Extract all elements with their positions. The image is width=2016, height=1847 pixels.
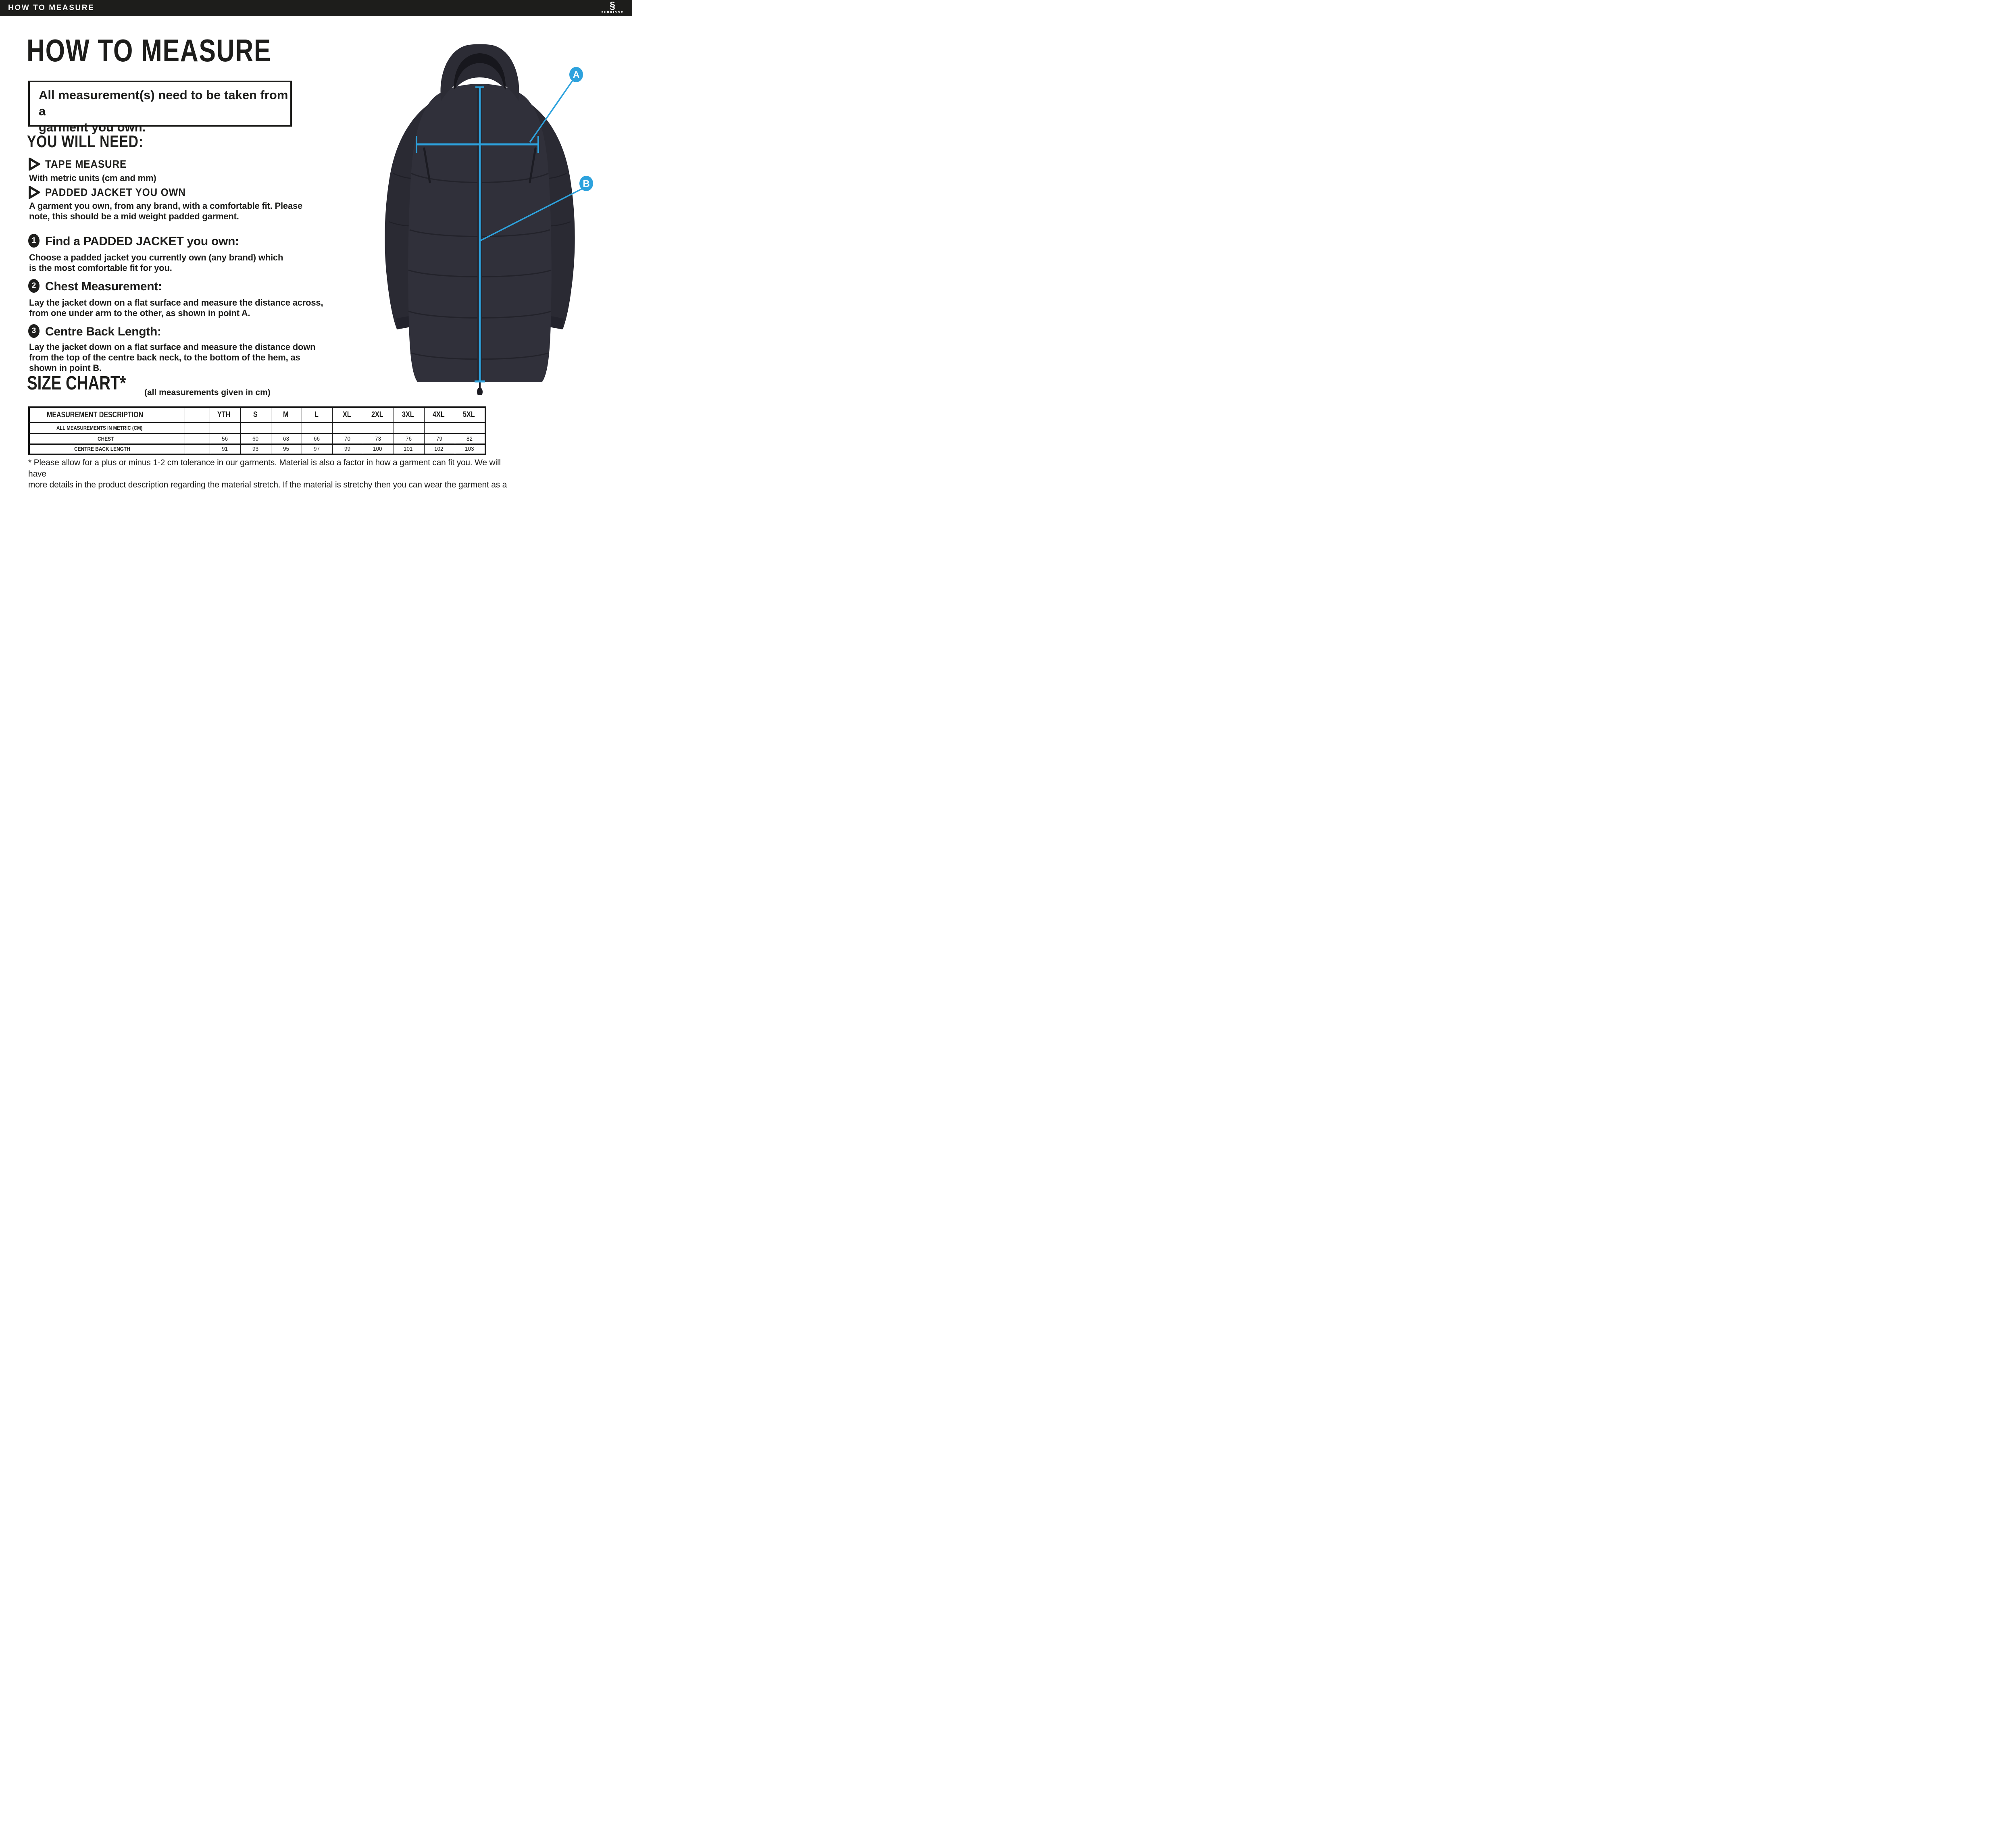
value-cell: 91 bbox=[209, 444, 240, 454]
size-chart-table: MEASUREMENT DESCRIPTION YTH S M L XL 2XL 3XL 4XL… bbox=[28, 406, 486, 455]
table-header-row: MEASUREMENT DESCRIPTION YTH S M L XL 2XL 3XL 4XL… bbox=[29, 406, 485, 423]
notice-box: All measurement(s) need to be taken from… bbox=[28, 81, 292, 134]
step-1-number: 1 bbox=[28, 234, 40, 248]
need-item-padded-jacket-desc: A garment you own, from any brand, with … bbox=[29, 201, 303, 221]
how-to-measure-page: HOW TO MEASURE § SURRIDGE HOW TO MEASURE… bbox=[0, 0, 632, 490]
jacket-zip-puller bbox=[477, 387, 483, 395]
jacket-pocket-right bbox=[529, 147, 537, 183]
value-cell: 97 bbox=[301, 444, 332, 454]
value-cell: 99 bbox=[332, 444, 363, 454]
label-b-circle bbox=[579, 176, 593, 191]
need-item-tape-measure-desc: With metric units (cm and mm) bbox=[29, 173, 156, 183]
step-3-number: 3 bbox=[28, 324, 40, 338]
value-cell bbox=[184, 422, 210, 434]
size-chart-table-wrap: MEASUREMENT DESCRIPTION YTH S M L XL 2XL 3XL 4XL… bbox=[28, 406, 486, 455]
value-cell: 66 bbox=[301, 433, 332, 444]
table-row: CENTRE BACK LENGTH 91 93 95 97 99 100 101 102 103 bbox=[29, 444, 485, 454]
step-1-heading: Find a PADDED JACKET you own: bbox=[45, 235, 239, 248]
measurement-overlay bbox=[416, 80, 583, 383]
need-item-tape-measure: TAPE MEASURE bbox=[45, 158, 127, 170]
leader-line-a bbox=[529, 80, 573, 143]
col-header-size: 5XL bbox=[454, 406, 485, 423]
value-cell: 63 bbox=[271, 433, 302, 444]
value-cell: 102 bbox=[424, 444, 455, 454]
value-cell: 73 bbox=[362, 433, 394, 444]
value-cell: 60 bbox=[240, 433, 271, 444]
notice-text: All measurement(s) need to be taken from… bbox=[39, 88, 288, 134]
step-2-heading: Chest Measurement: bbox=[45, 280, 162, 293]
jacket-hood bbox=[440, 44, 519, 101]
value-cell bbox=[424, 422, 455, 434]
value-cell bbox=[393, 422, 424, 434]
top-bar-title: HOW TO MEASURE bbox=[8, 4, 95, 12]
step-2-number: 2 bbox=[28, 279, 40, 293]
col-header-size: L bbox=[301, 406, 332, 423]
col-header-size bbox=[184, 406, 210, 423]
triangle-bullet-icon bbox=[29, 158, 40, 171]
jacket-measurement-diagram: A B bbox=[385, 44, 593, 395]
you-will-need-heading: YOU WILL NEED: bbox=[27, 132, 144, 151]
value-cell: 93 bbox=[240, 444, 271, 454]
value-cell bbox=[209, 422, 240, 434]
value-cell: 101 bbox=[393, 444, 424, 454]
col-header-size: 4XL bbox=[424, 406, 455, 423]
need-item-padded-jacket: PADDED JACKET YOU OWN bbox=[45, 186, 186, 198]
step-2-body: Lay the jacket down on a flat surface an… bbox=[29, 298, 323, 318]
top-bar: HOW TO MEASURE § SURRIDGE bbox=[0, 0, 632, 16]
col-header-size: XL bbox=[332, 406, 363, 423]
surridge-double-s-icon: § bbox=[610, 0, 615, 11]
jacket-pocket-left bbox=[423, 147, 431, 183]
row-label-cell: CENTRE BACK LENGTH bbox=[29, 444, 185, 454]
table-row: ALL MEASUREMENTS IN METRIC (CM) bbox=[29, 422, 485, 434]
value-cell bbox=[332, 422, 363, 434]
step-3-body: Lay the jacket down on a flat surface an… bbox=[29, 342, 316, 373]
value-cell: 82 bbox=[454, 433, 485, 444]
value-cell bbox=[240, 422, 271, 434]
label-a: A bbox=[573, 70, 579, 81]
col-header-size: S bbox=[240, 406, 271, 423]
step-3-heading: Centre Back Length: bbox=[45, 325, 161, 338]
col-header-size: 2XL bbox=[362, 406, 394, 423]
col-header-size: 3XL bbox=[393, 406, 424, 423]
surridge-logo-text: SURRIDGE bbox=[601, 10, 624, 14]
value-cell: 100 bbox=[362, 444, 394, 454]
value-cell: 76 bbox=[393, 433, 424, 444]
label-b: B bbox=[583, 179, 589, 189]
value-cell bbox=[362, 422, 394, 434]
value-cell: 103 bbox=[454, 444, 485, 454]
value-cell: 79 bbox=[424, 433, 455, 444]
value-cell bbox=[184, 444, 210, 454]
value-cell bbox=[454, 422, 485, 434]
value-cell: 70 bbox=[332, 433, 363, 444]
row-label-cell: ALL MEASUREMENTS IN METRIC (CM) bbox=[29, 422, 185, 434]
size-chart-heading: SIZE CHART* bbox=[27, 373, 126, 394]
col-header-size: M bbox=[271, 406, 302, 423]
value-cell bbox=[184, 433, 210, 444]
footnote-text: * Please allow for a plus or minus 1-2 c… bbox=[28, 458, 507, 489]
value-cell bbox=[301, 422, 332, 434]
surridge-logo: § SURRIDGE bbox=[597, 0, 628, 14]
col-header-size: YTH bbox=[209, 406, 240, 423]
value-cell: 56 bbox=[209, 433, 240, 444]
step-1-body: Choose a padded jacket you currently own… bbox=[29, 252, 283, 273]
table-row: CHEST 56 60 63 66 70 73 76 79 82 bbox=[29, 433, 485, 444]
row-label-cell: CHEST bbox=[29, 433, 185, 444]
diagram-labels: A B bbox=[569, 67, 593, 191]
col-header-description: MEASUREMENT DESCRIPTION bbox=[29, 406, 185, 423]
value-cell bbox=[271, 422, 302, 434]
triangle-bullet-icon bbox=[29, 186, 40, 199]
page-title: HOW TO MEASURE bbox=[27, 33, 272, 68]
leader-line-b bbox=[480, 188, 583, 242]
label-a-circle bbox=[569, 67, 583, 82]
size-chart-subheading: (all measurements given in cm) bbox=[144, 388, 271, 397]
value-cell: 95 bbox=[271, 444, 302, 454]
